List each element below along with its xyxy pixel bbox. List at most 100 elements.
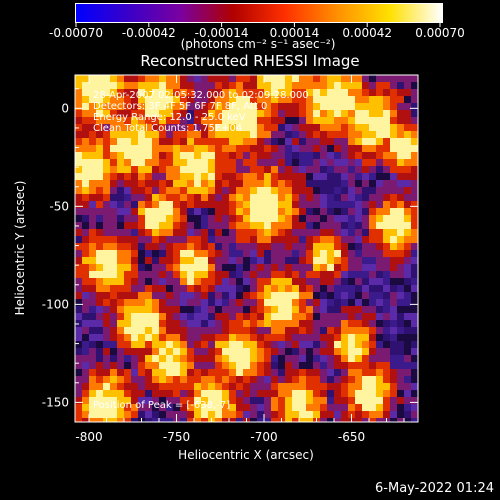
heatmap-cell — [320, 292, 327, 299]
heatmap-cell — [222, 180, 229, 187]
heatmap-cell — [320, 404, 327, 411]
heatmap-cell — [222, 173, 229, 180]
heatmap-cell — [124, 390, 131, 397]
heatmap-cell — [215, 110, 222, 117]
heatmap-cell — [103, 355, 110, 362]
heatmap-cell — [236, 173, 243, 180]
heatmap-cell — [362, 341, 369, 348]
heatmap-cell — [201, 82, 208, 89]
heatmap-cell — [362, 313, 369, 320]
heatmap-cell — [194, 341, 201, 348]
heatmap-cell — [404, 173, 411, 180]
heatmap-cell — [124, 362, 131, 369]
heatmap-cell — [341, 173, 348, 180]
heatmap-cell — [369, 327, 376, 334]
heatmap-cell — [313, 124, 320, 131]
heatmap-cell — [411, 390, 418, 397]
heatmap-cell — [110, 103, 117, 110]
heatmap-cell — [299, 131, 306, 138]
heatmap-cell — [222, 299, 229, 306]
heatmap-cell — [348, 348, 355, 355]
colorbar-tick-label: -0.00070 — [49, 26, 103, 40]
heatmap-cell — [376, 145, 383, 152]
heatmap-cell — [208, 348, 215, 355]
heatmap-cell — [229, 334, 236, 341]
heatmap-cell — [285, 236, 292, 243]
heatmap-cell — [138, 299, 145, 306]
y-tick-label: -100 — [42, 297, 69, 311]
heatmap-cell — [411, 236, 418, 243]
heatmap-cell — [306, 173, 313, 180]
heatmap-cell — [215, 250, 222, 257]
heatmap-cell — [320, 411, 327, 418]
heatmap-cell — [236, 96, 243, 103]
heatmap-cell — [404, 208, 411, 215]
heatmap-cell — [75, 159, 82, 166]
heatmap-cell — [173, 306, 180, 313]
heatmap-cell — [369, 362, 376, 369]
heatmap-cell — [208, 369, 215, 376]
heatmap-cell — [201, 243, 208, 250]
heatmap-cell — [208, 292, 215, 299]
heatmap-cell — [334, 124, 341, 131]
heatmap-cell — [264, 376, 271, 383]
heatmap-cell — [341, 215, 348, 222]
heatmap-cell — [215, 271, 222, 278]
heatmap-cell — [215, 243, 222, 250]
heatmap-cell — [138, 138, 145, 145]
heatmap-cell — [285, 285, 292, 292]
heatmap-cell — [89, 327, 96, 334]
heatmap-cell — [173, 229, 180, 236]
heatmap-cell — [306, 250, 313, 257]
heatmap-cell — [390, 222, 397, 229]
heatmap-cell — [117, 201, 124, 208]
heatmap-cell — [236, 306, 243, 313]
heatmap-cell — [75, 257, 82, 264]
heatmap-cell — [180, 271, 187, 278]
heatmap-cell — [341, 264, 348, 271]
heatmap-cell — [236, 285, 243, 292]
heatmap-cell — [131, 285, 138, 292]
heatmap-cell — [89, 110, 96, 117]
heatmap-cell — [82, 404, 89, 411]
heatmap-cell — [201, 278, 208, 285]
heatmap-cell — [299, 124, 306, 131]
heatmap-cell — [292, 390, 299, 397]
heatmap-cell — [159, 96, 166, 103]
heatmap-cell — [278, 222, 285, 229]
heatmap-cell — [82, 131, 89, 138]
heatmap-cell — [110, 355, 117, 362]
heatmap-cell — [250, 75, 257, 82]
heatmap-cell — [292, 208, 299, 215]
heatmap-cell — [201, 131, 208, 138]
heatmap-cell — [166, 397, 173, 404]
heatmap-cell — [222, 138, 229, 145]
heatmap-cell — [411, 313, 418, 320]
heatmap-cell — [299, 75, 306, 82]
heatmap-cell — [180, 257, 187, 264]
heatmap-cell — [152, 117, 159, 124]
heatmap-cell — [173, 222, 180, 229]
heatmap-cell — [250, 145, 257, 152]
heatmap-cell — [124, 138, 131, 145]
heatmap-cell — [159, 341, 166, 348]
heatmap-cell — [355, 96, 362, 103]
heatmap-cell — [264, 390, 271, 397]
heatmap-cell — [369, 145, 376, 152]
heatmap-cell — [320, 250, 327, 257]
heatmap-cell — [285, 306, 292, 313]
heatmap-cell — [110, 180, 117, 187]
heatmap-cell — [411, 299, 418, 306]
heatmap-cell — [152, 257, 159, 264]
heatmap-cell — [278, 236, 285, 243]
heatmap-cell — [166, 208, 173, 215]
heatmap-cell — [271, 152, 278, 159]
heatmap-cell — [96, 187, 103, 194]
heatmap-cell — [404, 110, 411, 117]
heatmap-cell — [257, 306, 264, 313]
heatmap-cell — [215, 278, 222, 285]
heatmap-cell — [411, 75, 418, 82]
heatmap-cell — [327, 103, 334, 110]
heatmap-cell — [369, 194, 376, 201]
heatmap-cell — [285, 180, 292, 187]
